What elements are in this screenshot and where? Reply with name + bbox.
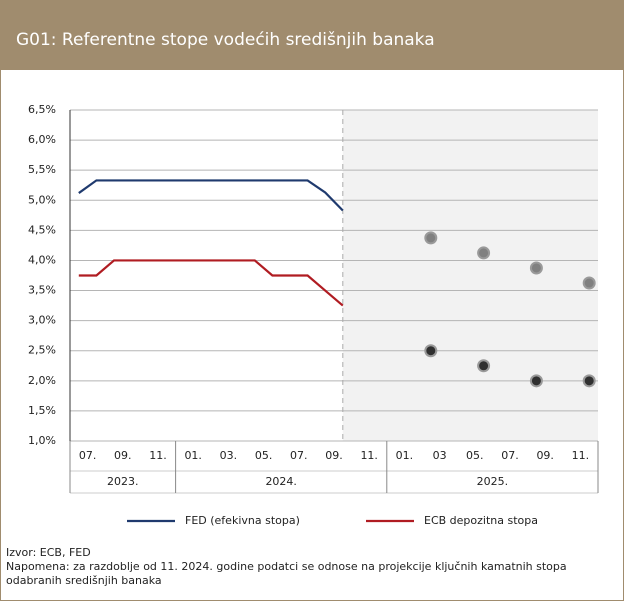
y-tick-label: 3,0%: [28, 314, 56, 327]
line: [78, 259, 344, 307]
point: [424, 231, 438, 245]
x-tick-label: 07.: [290, 449, 308, 462]
y-tick-label: 3,5%: [28, 284, 56, 297]
y-tick-label: 2,5%: [28, 344, 56, 357]
x-tick-label: 11.: [360, 449, 378, 462]
point: [582, 374, 596, 388]
x-tick-label: 07.: [501, 449, 519, 462]
point: [582, 276, 596, 290]
header: [0, 0, 624, 70]
y-tick-label: 5,0%: [28, 193, 56, 206]
y-tick-label: 4,5%: [28, 223, 56, 236]
point: [424, 344, 438, 358]
y-tick-label: 2,0%: [28, 374, 56, 387]
chart-title: G01: Referentne stope vodećih središnjih…: [16, 30, 435, 50]
year-label: 2023.: [107, 475, 139, 488]
projection-area: [342, 110, 598, 441]
x-tick-label: 09.: [536, 449, 554, 462]
x-tick-label: 11.: [149, 449, 167, 462]
y-tick-label: 1,5%: [28, 404, 56, 417]
x-tick-label: 09.: [325, 449, 343, 462]
point: [477, 359, 491, 373]
point: [477, 246, 491, 260]
line: [78, 179, 344, 212]
x-tick-label: 05.: [466, 449, 484, 462]
x-tick-label: 11.: [572, 449, 590, 462]
x-tick-label: 03: [433, 449, 447, 462]
x-tick-label: 05.: [255, 449, 273, 462]
legend-label: ECB depozitna stopa: [424, 514, 538, 527]
x-tick-label: 01.: [396, 449, 414, 462]
point: [529, 261, 543, 275]
y-tick-label: 6,5%: [28, 103, 56, 116]
note: odabranih središnjih banaka: [6, 574, 162, 587]
x-tick-label: 09.: [114, 449, 132, 462]
x-tick-label: 01.: [184, 449, 202, 462]
source: Izvor: ECB, FED: [6, 546, 91, 559]
y-tick-label: 5,5%: [28, 163, 56, 176]
y-tick-label: 6,0%: [28, 133, 56, 146]
year-label: 2024.: [265, 475, 297, 488]
point: [529, 374, 543, 388]
note: Napomena: za razdoblje od 11. 2024. godi…: [6, 560, 567, 573]
x-tick-label: 03.: [220, 449, 238, 462]
year-label: 2025.: [477, 475, 509, 488]
y-tick-label: 4,0%: [28, 253, 56, 266]
legend-label: FED (efekivna stopa): [185, 514, 300, 527]
y-tick-label: 1,0%: [28, 434, 56, 447]
x-tick-label: 07.: [79, 449, 97, 462]
